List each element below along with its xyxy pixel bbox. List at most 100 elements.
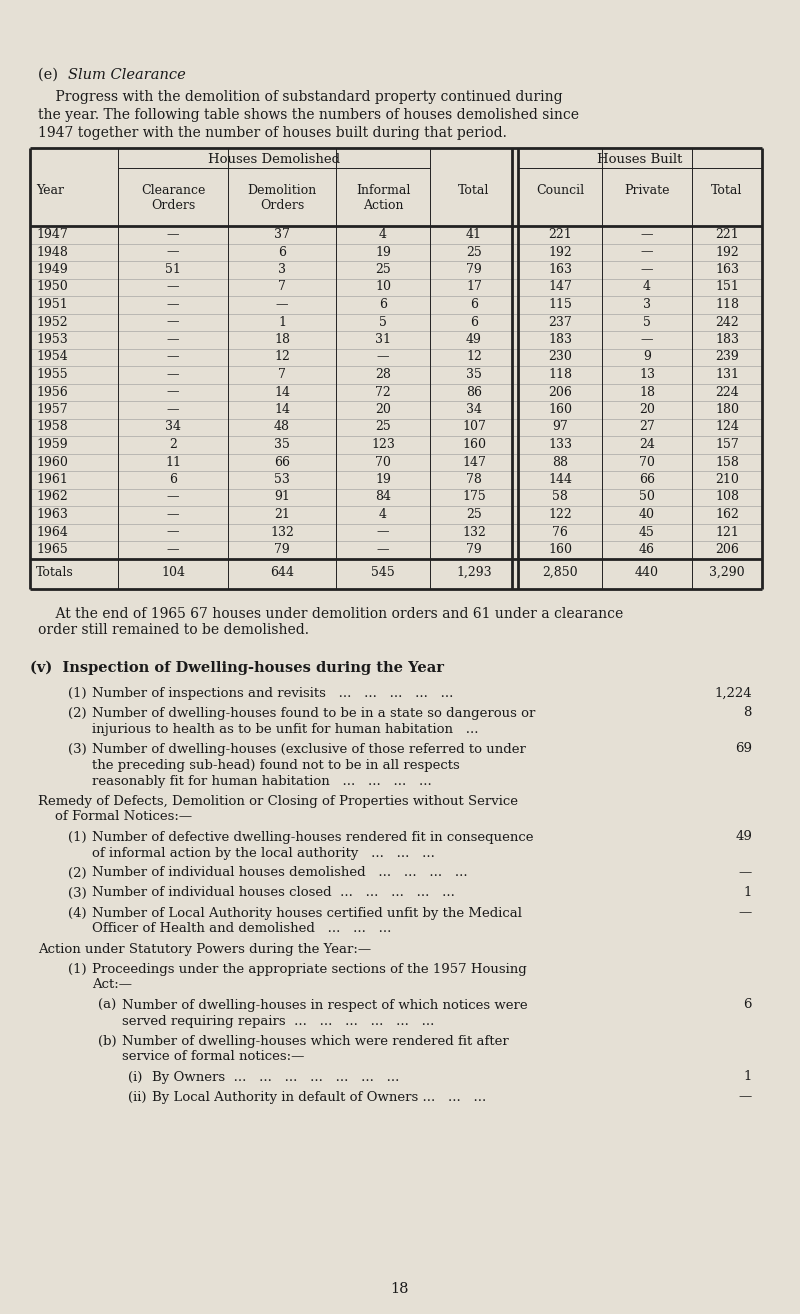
Text: (4): (4) xyxy=(68,907,86,920)
Text: 192: 192 xyxy=(715,246,739,259)
Text: 545: 545 xyxy=(371,565,395,578)
Text: 1955: 1955 xyxy=(36,368,68,381)
Text: 25: 25 xyxy=(466,509,482,520)
Text: Number of dwelling-houses in respect of which notices were: Number of dwelling-houses in respect of … xyxy=(122,999,528,1012)
Text: 160: 160 xyxy=(462,438,486,451)
Text: 4: 4 xyxy=(379,229,387,240)
Text: Number of dwelling-houses found to be in a state so dangerous or: Number of dwelling-houses found to be in… xyxy=(92,707,535,720)
Text: 192: 192 xyxy=(548,246,572,259)
Text: —: — xyxy=(166,490,179,503)
Text: Houses Demolished: Houses Demolished xyxy=(208,152,340,166)
Text: 183: 183 xyxy=(548,332,572,346)
Text: Informal
Action: Informal Action xyxy=(356,184,410,212)
Text: 1956: 1956 xyxy=(36,385,68,398)
Text: 3: 3 xyxy=(643,298,651,311)
Text: Houses Built: Houses Built xyxy=(598,152,682,166)
Text: 9: 9 xyxy=(643,351,651,364)
Text: 1949: 1949 xyxy=(36,263,68,276)
Text: Council: Council xyxy=(536,184,584,197)
Text: 160: 160 xyxy=(548,403,572,417)
Text: 46: 46 xyxy=(639,543,655,556)
Text: Remedy of Defects, Demolition or Closing of Properties without Service: Remedy of Defects, Demolition or Closing… xyxy=(38,795,518,808)
Text: At the end of 1965 67 houses under demolition orders and 61 under a clearance: At the end of 1965 67 houses under demol… xyxy=(38,607,623,620)
Text: 7: 7 xyxy=(278,368,286,381)
Text: 107: 107 xyxy=(462,420,486,434)
Text: reasonably fit for human habitation   ...   ...   ...   ...: reasonably fit for human habitation ... … xyxy=(92,774,432,787)
Text: 1,224: 1,224 xyxy=(714,686,752,699)
Text: 6: 6 xyxy=(743,999,752,1012)
Text: 24: 24 xyxy=(639,438,655,451)
Text: 131: 131 xyxy=(715,368,739,381)
Text: 1: 1 xyxy=(278,315,286,328)
Text: 35: 35 xyxy=(274,438,290,451)
Text: Demolition
Orders: Demolition Orders xyxy=(247,184,317,212)
Text: 237: 237 xyxy=(548,315,572,328)
Text: 48: 48 xyxy=(274,420,290,434)
Text: 66: 66 xyxy=(274,456,290,469)
Text: —: — xyxy=(738,907,752,920)
Text: 6: 6 xyxy=(379,298,387,311)
Text: 239: 239 xyxy=(715,351,739,364)
Text: 104: 104 xyxy=(161,565,185,578)
Text: 108: 108 xyxy=(715,490,739,503)
Text: 37: 37 xyxy=(274,229,290,240)
Text: 1965: 1965 xyxy=(36,543,68,556)
Text: 1,293: 1,293 xyxy=(456,565,492,578)
Text: 86: 86 xyxy=(466,385,482,398)
Text: By Owners  ...   ...   ...   ...   ...   ...   ...: By Owners ... ... ... ... ... ... ... xyxy=(152,1071,399,1084)
Text: —: — xyxy=(166,332,179,346)
Text: 66: 66 xyxy=(639,473,655,486)
Text: 18: 18 xyxy=(639,385,655,398)
Text: Total: Total xyxy=(458,184,490,197)
Text: (1): (1) xyxy=(68,686,86,699)
Text: —: — xyxy=(377,351,390,364)
Text: By Local Authority in default of Owners ...   ...   ...: By Local Authority in default of Owners … xyxy=(152,1091,486,1104)
Text: 14: 14 xyxy=(274,403,290,417)
Text: 210: 210 xyxy=(715,473,739,486)
Text: 221: 221 xyxy=(715,229,739,240)
Text: —: — xyxy=(166,229,179,240)
Text: 12: 12 xyxy=(466,351,482,364)
Text: 1958: 1958 xyxy=(36,420,68,434)
Text: of informal action by the local authority   ...   ...   ...: of informal action by the local authorit… xyxy=(92,846,435,859)
Text: 21: 21 xyxy=(274,509,290,520)
Text: —: — xyxy=(641,332,654,346)
Text: —: — xyxy=(166,543,179,556)
Text: the year. The following table shows the numbers of houses demolished since: the year. The following table shows the … xyxy=(38,108,579,122)
Text: 91: 91 xyxy=(274,490,290,503)
Text: (b): (b) xyxy=(98,1034,117,1047)
Text: Proceedings under the appropriate sections of the 1957 Housing: Proceedings under the appropriate sectio… xyxy=(92,962,526,975)
Text: 45: 45 xyxy=(639,526,655,539)
Text: 50: 50 xyxy=(639,490,655,503)
Text: 34: 34 xyxy=(165,420,181,434)
Text: 1962: 1962 xyxy=(36,490,68,503)
Text: 69: 69 xyxy=(735,742,752,756)
Text: —: — xyxy=(276,298,288,311)
Text: Totals: Totals xyxy=(36,565,74,578)
Text: 242: 242 xyxy=(715,315,739,328)
Text: 1948: 1948 xyxy=(36,246,68,259)
Text: 183: 183 xyxy=(715,332,739,346)
Text: 49: 49 xyxy=(466,332,482,346)
Text: 1961: 1961 xyxy=(36,473,68,486)
Text: 122: 122 xyxy=(548,509,572,520)
Text: 78: 78 xyxy=(466,473,482,486)
Text: Year: Year xyxy=(36,184,64,197)
Text: 115: 115 xyxy=(548,298,572,311)
Text: —: — xyxy=(166,368,179,381)
Text: (1): (1) xyxy=(68,962,86,975)
Text: 224: 224 xyxy=(715,385,739,398)
Text: 644: 644 xyxy=(270,565,294,578)
Text: 72: 72 xyxy=(375,385,391,398)
Text: (1): (1) xyxy=(68,830,86,844)
Text: 6: 6 xyxy=(470,315,478,328)
Text: (3): (3) xyxy=(68,887,86,900)
Text: 70: 70 xyxy=(375,456,391,469)
Text: 1954: 1954 xyxy=(36,351,68,364)
Text: Officer of Health and demolished   ...   ...   ...: Officer of Health and demolished ... ...… xyxy=(92,922,391,936)
Text: 3,290: 3,290 xyxy=(709,565,745,578)
Text: Number of individual houses closed  ...   ...   ...   ...   ...: Number of individual houses closed ... .… xyxy=(92,887,455,900)
Text: service of formal notices:—: service of formal notices:— xyxy=(122,1050,304,1063)
Text: —: — xyxy=(738,1091,752,1104)
Text: (2): (2) xyxy=(68,866,86,879)
